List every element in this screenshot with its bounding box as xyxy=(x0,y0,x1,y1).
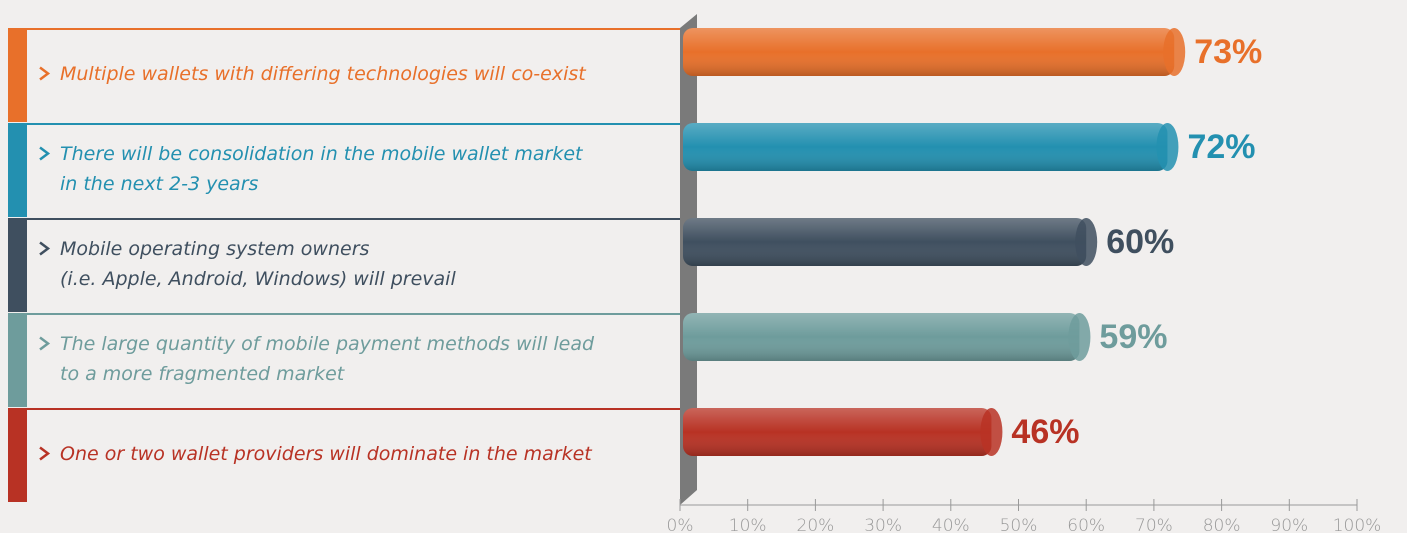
bar-shade xyxy=(683,313,1080,361)
chevron xyxy=(39,241,51,256)
bar-cap xyxy=(1075,218,1098,266)
chevron xyxy=(39,146,51,161)
category-label: Multiple wallets with differing technolo… xyxy=(60,62,586,85)
x-tick-label: 20% xyxy=(797,516,835,533)
bar-shade xyxy=(683,28,1175,76)
x-tick-label: 100% xyxy=(1333,516,1382,533)
category-label: The large quantity of mobile payment met… xyxy=(60,332,595,385)
chevron xyxy=(39,446,51,461)
value-label: 73% xyxy=(1194,33,1262,71)
bar-cap xyxy=(1163,28,1186,76)
value-label: 46% xyxy=(1011,413,1079,451)
x-tick-label: 60% xyxy=(1067,516,1105,533)
x-tick-label: 50% xyxy=(1000,516,1038,533)
category-label: One or two wallet providers will dominat… xyxy=(60,442,592,465)
x-tick-label: 40% xyxy=(932,516,970,533)
row-strip xyxy=(8,313,27,407)
row-strip xyxy=(8,28,27,122)
x-tick-label: 10% xyxy=(729,516,767,533)
value-label: 72% xyxy=(1187,128,1255,166)
x-tick-label: 0% xyxy=(667,516,694,533)
row-strip xyxy=(8,408,27,502)
value-label: 59% xyxy=(1099,318,1167,356)
bar-shade xyxy=(683,123,1168,171)
x-tick-label: 70% xyxy=(1135,516,1173,533)
bar-shade xyxy=(683,218,1087,266)
category-label: There will be consolidation in the mobil… xyxy=(60,142,583,195)
value-label: 60% xyxy=(1106,223,1174,261)
x-tick-label: 30% xyxy=(864,516,902,533)
row-strip xyxy=(8,123,27,217)
row-strip xyxy=(8,218,27,312)
bar-cap xyxy=(1156,123,1179,171)
x-tick-label: 80% xyxy=(1203,516,1241,533)
bar-shade xyxy=(683,408,992,456)
chevron xyxy=(39,66,51,81)
category-label: Mobile operating system owners (i.e. App… xyxy=(60,237,456,290)
x-tick-label: 90% xyxy=(1270,516,1308,533)
bar-cap xyxy=(1068,313,1091,361)
chevron xyxy=(39,336,51,351)
bar-cap xyxy=(980,408,1003,456)
